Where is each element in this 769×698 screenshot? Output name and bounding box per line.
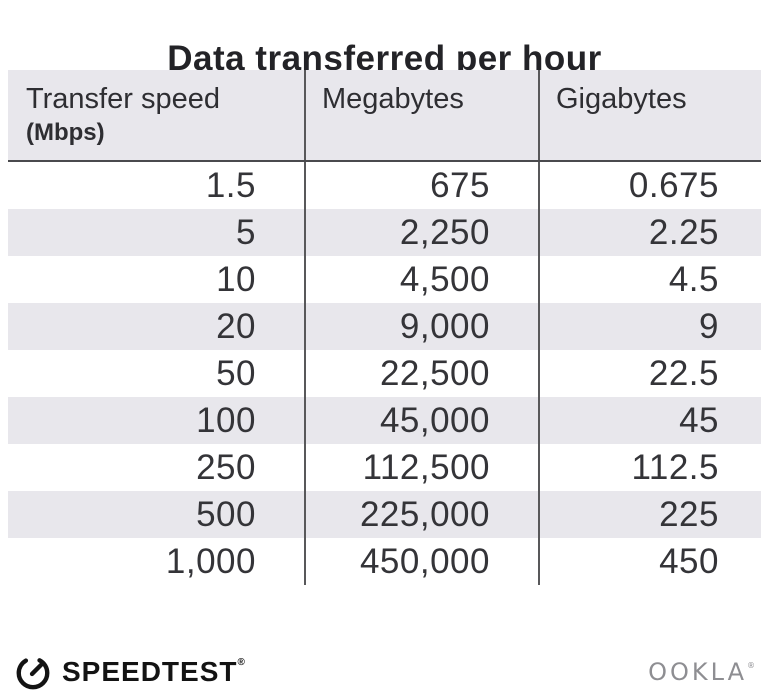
speedtest-label: SPEEDTEST (62, 656, 238, 687)
table-row: 250 112,500 112.5 (8, 444, 761, 491)
cell-megabytes: 675 (304, 162, 538, 209)
table-row: 50 22,500 22.5 (8, 350, 761, 397)
cell-speed: 10 (216, 259, 256, 299)
cell-speed: 5 (236, 212, 256, 252)
cell-megabytes: 22,500 (304, 350, 538, 397)
header-transfer-speed-unit: (Mbps) (26, 119, 105, 146)
cell-megabytes: 225,000 (304, 491, 538, 538)
speedtest-wordmark: SPEEDTEST® (62, 656, 245, 688)
cell-gigabytes: 225 (538, 491, 761, 538)
ookla-logo: OOKLA® (648, 658, 755, 686)
cell-speed: 500 (196, 494, 256, 534)
cell-gigabytes: 450 (538, 538, 761, 585)
table-row: 5 2,250 2.25 (8, 209, 761, 256)
cell-speed: 250 (196, 447, 256, 487)
cell-speed: 1.5 (205, 165, 256, 205)
header-transfer-speed-label: Transfer speed (26, 83, 220, 115)
speedtest-logo: SPEEDTEST® (14, 653, 245, 691)
table-row: 1.5 675 0.675 (8, 162, 761, 209)
cell-gigabytes: 45 (538, 397, 761, 444)
cell-megabytes: 9,000 (304, 303, 538, 350)
cell-speed: 100 (196, 400, 256, 440)
table-header-row: Transfer speed (Mbps) Megabytes Gigabyte… (8, 70, 761, 162)
header-gigabytes: Gigabytes (538, 70, 761, 160)
cell-gigabytes: 22.5 (538, 350, 761, 397)
table-row: 100 45,000 45 (8, 397, 761, 444)
table-row: 1,000 450,000 450 (8, 538, 761, 585)
table-row: 20 9,000 9 (8, 303, 761, 350)
footer: SPEEDTEST® OOKLA® (14, 650, 755, 694)
table-row: 500 225,000 225 (8, 491, 761, 538)
speedtest-trademark: ® (237, 657, 245, 668)
cell-gigabytes: 2.25 (538, 209, 761, 256)
table-row: 10 4,500 4.5 (8, 256, 761, 303)
cell-megabytes: 2,250 (304, 209, 538, 256)
cell-gigabytes: 9 (538, 303, 761, 350)
ookla-label: OOKLA (648, 658, 747, 686)
speedtest-gauge-icon (14, 653, 52, 691)
cell-megabytes: 112,500 (304, 444, 538, 491)
cell-gigabytes: 0.675 (538, 162, 761, 209)
cell-speed: 1,000 (165, 541, 256, 581)
cell-speed: 20 (216, 306, 256, 346)
header-transfer-speed: Transfer speed (Mbps) (8, 70, 304, 160)
cell-megabytes: 45,000 (304, 397, 538, 444)
cell-megabytes: 450,000 (304, 538, 538, 585)
cell-gigabytes: 4.5 (538, 256, 761, 303)
ookla-trademark: ® (747, 661, 755, 670)
cell-megabytes: 4,500 (304, 256, 538, 303)
cell-speed: 50 (216, 353, 256, 393)
table-body: 1.5 675 0.675 5 2,250 2.25 10 4,500 4.5 … (8, 162, 761, 585)
data-table: Transfer speed (Mbps) Megabytes Gigabyte… (8, 70, 761, 585)
header-megabytes: Megabytes (304, 70, 538, 160)
cell-gigabytes: 112.5 (538, 444, 761, 491)
